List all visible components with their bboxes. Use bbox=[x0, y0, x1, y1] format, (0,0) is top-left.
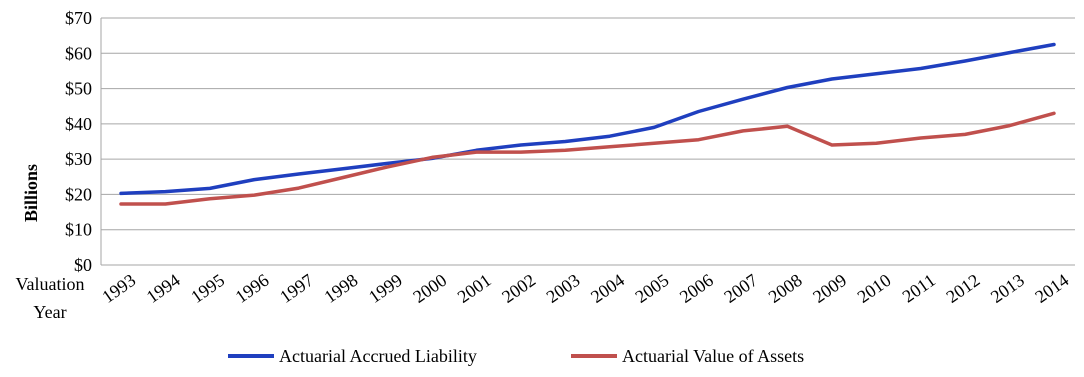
x-tick-label: 2009 bbox=[809, 270, 850, 307]
x-tick-label: 2008 bbox=[765, 270, 806, 307]
x-tick-label: 2010 bbox=[854, 270, 895, 307]
x-tick-label: 2004 bbox=[587, 270, 628, 307]
y-tick-label: $10 bbox=[65, 220, 92, 240]
x-tick-label: 2012 bbox=[942, 270, 983, 307]
y-tick-label: $70 bbox=[65, 8, 92, 28]
x-axis-title-line1: Valuation bbox=[16, 274, 85, 294]
x-tick-label: 2000 bbox=[409, 270, 450, 307]
legend: Actuarial Accrued Liability Actuarial Val… bbox=[228, 346, 804, 366]
x-tick-label: 1998 bbox=[320, 270, 361, 307]
x-tick-label: 1999 bbox=[365, 270, 406, 307]
x-tick-label: 2005 bbox=[631, 270, 672, 307]
x-tick-label: 1996 bbox=[232, 270, 273, 307]
y-tick-label: $40 bbox=[65, 114, 92, 134]
series-line bbox=[119, 111, 1056, 206]
x-tick-label: 1995 bbox=[187, 270, 228, 307]
series-line bbox=[119, 42, 1056, 196]
x-tick-label: 2014 bbox=[1031, 270, 1072, 307]
plot-series bbox=[119, 42, 1056, 206]
y-tick-label: $50 bbox=[65, 79, 92, 99]
x-tick-label: 2007 bbox=[720, 270, 761, 307]
legend-label: Actuarial Accrued Liability bbox=[279, 346, 477, 366]
x-tick-label: 2011 bbox=[899, 270, 939, 307]
gridlines bbox=[101, 17, 1075, 266]
x-axis: 1993 1994 1995 1996 1997 1998 1999 2000 2001 2002… bbox=[98, 270, 1072, 307]
x-tick-label: 1994 bbox=[143, 270, 184, 307]
x-tick-label: 2003 bbox=[543, 270, 584, 307]
y-tick-label: $0 bbox=[74, 255, 92, 275]
y-axis: $0 $10 $20 $30 $40 $50 $60 $70 bbox=[65, 8, 102, 275]
y-tick-label: $60 bbox=[65, 43, 92, 63]
x-tick-label: 2013 bbox=[987, 270, 1028, 307]
x-tick-label: 2006 bbox=[676, 270, 717, 307]
y-axis-title: Billions bbox=[21, 164, 41, 222]
y-tick-label: $20 bbox=[65, 184, 92, 204]
y-tick-label: $30 bbox=[65, 149, 92, 169]
x-tick-label: 1993 bbox=[98, 270, 139, 307]
legend-label: Actuarial Value of Assets bbox=[622, 346, 804, 366]
x-tick-label: 1997 bbox=[276, 270, 317, 307]
x-tick-label: 2001 bbox=[454, 270, 495, 307]
x-axis-title-line2: Year bbox=[33, 302, 66, 322]
x-tick-label: 2002 bbox=[498, 270, 539, 307]
